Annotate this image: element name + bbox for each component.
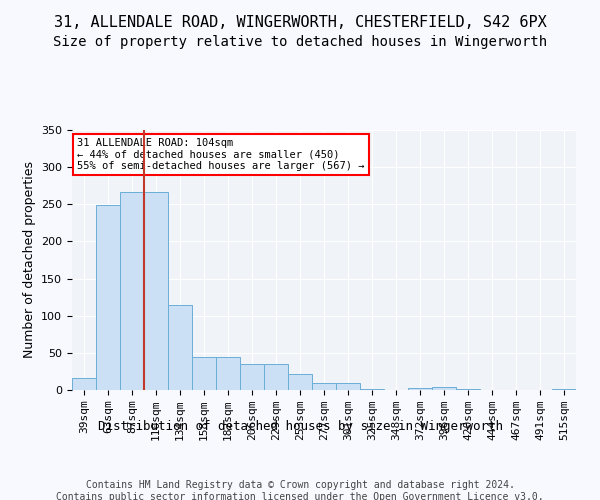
Bar [456, 388, 480, 390]
Bar [552, 388, 576, 390]
Bar [216, 356, 240, 390]
Text: Distribution of detached houses by size in Wingerworth: Distribution of detached houses by size … [97, 420, 503, 433]
Bar [408, 388, 432, 390]
Bar [192, 356, 216, 390]
Bar [144, 192, 168, 390]
Bar [288, 374, 312, 390]
Bar [240, 364, 264, 390]
Bar [120, 192, 144, 390]
Bar [336, 384, 360, 390]
Bar [168, 304, 192, 390]
Bar [72, 378, 96, 390]
Text: Contains HM Land Registry data © Crown copyright and database right 2024.: Contains HM Land Registry data © Crown c… [86, 480, 514, 490]
Text: Contains public sector information licensed under the Open Government Licence v3: Contains public sector information licen… [56, 492, 544, 500]
Text: Size of property relative to detached houses in Wingerworth: Size of property relative to detached ho… [53, 35, 547, 49]
Text: 31, ALLENDALE ROAD, WINGERWORTH, CHESTERFIELD, S42 6PX: 31, ALLENDALE ROAD, WINGERWORTH, CHESTER… [53, 15, 547, 30]
Bar [432, 387, 456, 390]
Bar [312, 382, 336, 390]
Text: 31 ALLENDALE ROAD: 104sqm
← 44% of detached houses are smaller (450)
55% of semi: 31 ALLENDALE ROAD: 104sqm ← 44% of detac… [77, 138, 365, 171]
Bar [96, 205, 120, 390]
Bar [360, 388, 384, 390]
Y-axis label: Number of detached properties: Number of detached properties [23, 162, 35, 358]
Bar [264, 364, 288, 390]
